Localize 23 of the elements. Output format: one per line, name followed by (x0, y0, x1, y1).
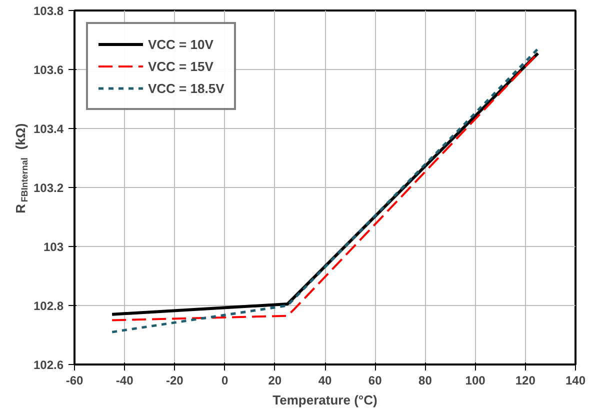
y-tick-label: 103.4 (33, 122, 64, 136)
y-tick-label: 103.8 (33, 4, 64, 18)
x-axis-title: Temperature (°C) (272, 392, 378, 408)
x-tick-label: -60 (66, 374, 84, 388)
x-tick-label: 0 (221, 374, 228, 388)
x-tick-label: -40 (116, 374, 134, 388)
x-tick-label: 140 (565, 374, 586, 388)
y-axis-title: RFBInternal (kΩ) (13, 123, 30, 214)
x-tick-label: 60 (368, 374, 382, 388)
x-tick-label: -20 (166, 374, 184, 388)
x-tick-label: 120 (515, 374, 536, 388)
y-tick-label: 103 (43, 240, 64, 254)
x-tick-label: 40 (318, 374, 332, 388)
legend-label: VCC = 15V (148, 58, 214, 74)
legend-label: VCC = 18.5V (148, 80, 224, 96)
x-tick-label: 20 (268, 374, 282, 388)
y-tick-label: 102.6 (33, 358, 64, 372)
legend-label: VCC = 10V (148, 36, 214, 52)
y-tick-label: 103.2 (33, 181, 64, 195)
y-tick-label: 103.6 (33, 63, 64, 77)
x-tick-label: 100 (465, 374, 486, 388)
y-tick-label: 102.8 (33, 299, 64, 313)
x-tick-label: 80 (418, 374, 432, 388)
